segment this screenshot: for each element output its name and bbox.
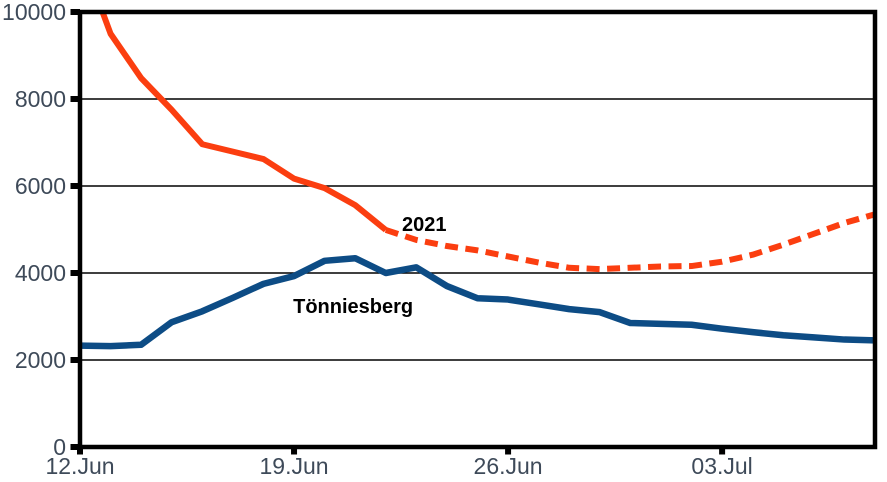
series-toenniesberg-line [80,254,875,350]
y-tick-label-10000: 10000 [2,0,66,25]
y-tick-10000 [70,9,80,15]
y-tick-label-4000: 4000 [15,260,66,286]
x-tick-label-12.Jun: 12.Jun [45,453,114,479]
x-tick-label-03.Jul: 03.Jul [691,453,752,479]
y-tick-label-6000: 6000 [15,173,66,199]
x-axis-ticks [77,447,726,455]
series-label-toenniesberg: Tönniesberg [293,296,413,318]
x-axis-labels: 12.Jun 19.Jun 26.Jun 03.Jul [45,453,752,479]
y-tick-label-8000: 8000 [15,86,66,112]
x-tick-label-26.Jun: 26.Jun [474,453,543,479]
gridlines [80,98,875,361]
y-tick-label-2000: 2000 [15,347,66,373]
y-tick-2000 [70,357,80,363]
x-tick-19.Jun [291,447,298,455]
y-tick-8000 [70,96,80,102]
y-tick-label-0: 0 [53,434,66,460]
x-tick-03.Jul [719,447,726,455]
x-tick-12.Jun [77,447,83,455]
y-axis-ticks [70,9,80,450]
series-2021-solid-line [99,12,388,233]
y-tick-4000 [70,270,80,276]
y-tick-0 [70,444,80,450]
series-lines [80,12,875,350]
series-2021-dashed-line [384,211,875,273]
y-axis-labels: 0 2000 4000 6000 8000 10000 [2,0,66,460]
series-label-2021: 2021 [402,214,447,236]
plot-frame [77,9,878,450]
x-tick-label-19.Jun: 19.Jun [260,453,329,479]
y-tick-6000 [70,183,80,189]
x-tick-26.Jun [505,447,512,455]
